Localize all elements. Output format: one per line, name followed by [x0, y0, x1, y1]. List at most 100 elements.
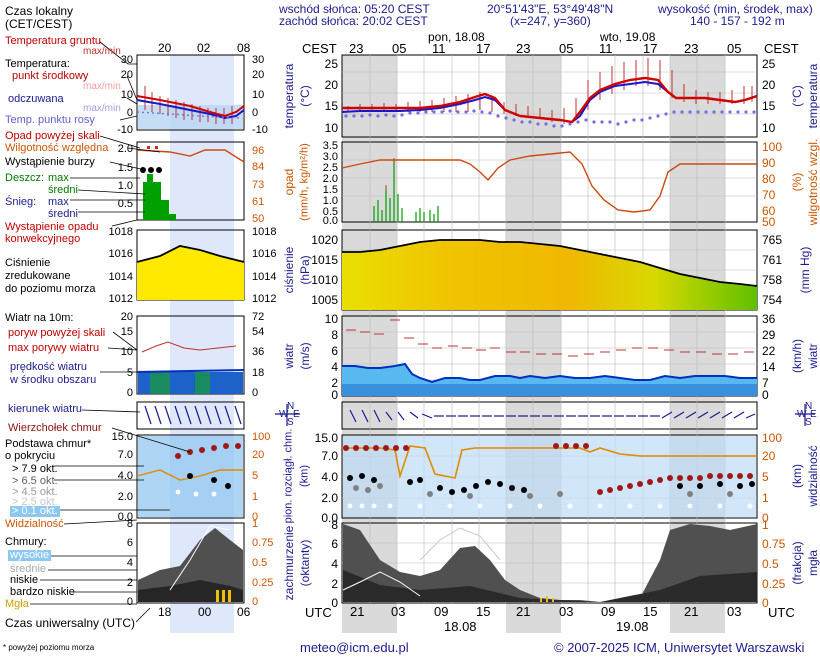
cloud-base-tick-left: 4.0: [321, 470, 338, 484]
temp-tick-right: 25: [762, 57, 776, 71]
compass-w-left: W: [279, 409, 289, 420]
legend-cloud-tick-left: 4.0: [117, 470, 133, 482]
legend-cloud-base-1: Podstawa chmur*: [5, 438, 92, 450]
precip-tick-left: 2.0: [322, 173, 338, 185]
legend-mid-clouds: średnie: [10, 563, 47, 575]
legend-snow-mid: średni: [48, 208, 78, 220]
legend-wind-tick-left: 10: [120, 346, 133, 358]
visibility-tick-right: 100: [762, 431, 783, 445]
legend-wind-tick-right: 36: [252, 346, 265, 358]
day2-bottom-label: 19.08: [616, 619, 649, 634]
pressure-tick-right: 758: [762, 273, 783, 287]
axis-title-humidity: wilgotność wzgl.: [806, 138, 820, 226]
legend-hour-08: 08: [237, 41, 251, 55]
legend-time-local: Czas lokalny: [5, 4, 74, 18]
legend-hum-tick-right: 50: [252, 213, 265, 225]
footer-email[interactable]: meteo@icm.edu.pl: [300, 640, 409, 655]
legend-oct-tick-left: 0: [126, 596, 133, 608]
legend-wind-tick-right: 54: [252, 326, 265, 338]
legend-snow-max: max: [48, 196, 69, 208]
fog-tick-right: 0.25: [762, 577, 786, 591]
legend-precip-tick-left: 0.5: [117, 198, 133, 210]
legend-rain: Deszcz:: [5, 172, 45, 184]
legend-wind-tick-left: 20: [120, 311, 133, 323]
wind-tick-left: 6: [331, 344, 338, 358]
legend-wind-tick-left: 15: [120, 326, 133, 338]
temp-tick-left: 15: [324, 99, 338, 113]
cloud-base-dots-white: [347, 503, 753, 509]
compass-s-left: S: [287, 417, 294, 428]
visibility-tick-right: 5: [762, 470, 769, 484]
axis-title-temperature: temperatura: [282, 63, 296, 129]
legend-temp-tick-right: 20: [252, 69, 265, 81]
compass-n-left: N: [287, 401, 295, 412]
top-hour-label: 11: [599, 41, 613, 56]
legend-convective: Wystąpienie opadu: [5, 221, 99, 233]
humidity-tick-right: 90: [762, 156, 776, 170]
gust-ticks: [346, 319, 754, 357]
pressure-tick-right: 761: [762, 253, 783, 267]
pressure-tick-left: 1015: [311, 253, 338, 267]
legend-cloud-tick-left: 2.0: [117, 491, 133, 503]
legend-cloud-base-2: o pokryciu: [5, 450, 56, 462]
legend-pressure-1: Ciśnienie: [5, 257, 51, 269]
pressure-line: [342, 239, 758, 287]
wind-tick-right: 22: [762, 344, 776, 358]
legend-temp-tick-left: 30: [120, 54, 133, 66]
temp-tick-left: 20: [324, 78, 338, 92]
visibility-tick-right: 20: [762, 449, 776, 463]
pressure-tick-left: 1010: [311, 273, 338, 287]
night-bands: [342, 55, 725, 633]
fog-tick-right: 1: [762, 518, 769, 532]
legend-rain-mid: średni: [48, 184, 78, 196]
pressure-tick-right: 754: [762, 293, 783, 307]
cloud-base-tick-left: 7.0: [321, 449, 338, 463]
footer-copyright: © 2007-2025 ICM, Uniwersytet Warszawski: [554, 640, 805, 655]
octa-tick-left: 0: [331, 596, 338, 610]
legend-humidity: Wilgotność względna: [5, 142, 109, 154]
legend-high-clouds: wysokie: [8, 549, 52, 561]
cloud-base-tick-left: 0.0: [321, 511, 338, 525]
legend-oct-tick-left: 8: [126, 518, 133, 530]
day1-bottom-label: 18.08: [444, 619, 477, 634]
axis-title-pressure-unit: (hPa): [298, 255, 312, 285]
legend-pres-tick-left: 1016: [108, 248, 133, 260]
legend-visibility: Widzialność: [5, 518, 64, 530]
temp-tick-right: 20: [762, 78, 776, 92]
legend-dewpoint: Temp. punktu rosy: [5, 114, 95, 126]
axis-title-pressure: ciśnienie: [282, 246, 296, 294]
precip-tick-left: 1.0: [322, 195, 338, 207]
legend-vis-tick-right: 100: [252, 431, 271, 443]
legend-hum-tick-right: 84: [252, 161, 265, 173]
pressure-tick-right: 765: [762, 233, 783, 247]
top-hour-label: 05: [727, 41, 742, 56]
humidity-tick-right: 70: [762, 188, 776, 202]
octa-tick-left: 4: [331, 557, 338, 571]
legend-oct-tick-left: 4: [126, 557, 133, 569]
cloud-base-dots-dark: [347, 473, 755, 495]
top-hour-label: 05: [559, 41, 574, 56]
legend-perceived: odczuwana: [8, 93, 64, 105]
fog-bars: [540, 596, 554, 602]
temp-tick-right: 10: [762, 121, 776, 135]
axis-title-wind-right: wiatr: [806, 343, 820, 369]
elevation-label: wysokość (min, środek, max): [658, 2, 813, 16]
top-hour-label: 05: [392, 41, 407, 56]
wind-tick-left: 2: [331, 376, 338, 390]
legend-temp-tick-left: -10: [117, 124, 133, 136]
bottom-hour-label: 15: [476, 604, 491, 619]
legend-wind-tick-right: 72: [252, 311, 265, 323]
mid-cloud-line: [342, 571, 421, 597]
cloud-base-dots-high: [343, 443, 753, 495]
legend-rain-max: max: [48, 172, 69, 184]
octa-tick-left: 8: [331, 518, 338, 532]
octa-tick-left: 2: [331, 577, 338, 591]
legend-pres-tick-left: 1014: [108, 271, 133, 283]
legend-temp-tick-left: 10: [120, 89, 133, 101]
compass-w-right: W: [797, 409, 807, 420]
axis-title-humidity-unit: (%): [790, 172, 804, 192]
wind-tick-right: 14: [762, 360, 776, 374]
wind-tick-right: 7: [762, 376, 769, 390]
wind-speed-line: [342, 362, 757, 384]
